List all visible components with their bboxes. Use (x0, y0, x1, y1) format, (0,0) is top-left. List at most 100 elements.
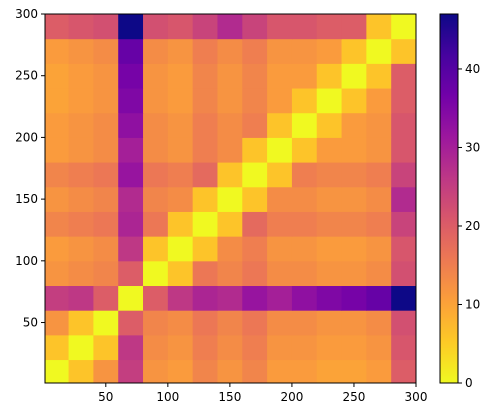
heatmap-cell (192, 334, 218, 361)
heatmap-cell (366, 63, 392, 89)
heatmap-cell (93, 260, 119, 287)
heatmap-cell (93, 186, 119, 212)
heatmap-cell (242, 285, 268, 311)
heatmap-cell (143, 334, 169, 361)
heatmap-cell (118, 63, 144, 89)
heatmap-cell (391, 63, 416, 89)
heatmap-cell (267, 236, 293, 262)
heatmap-cell (118, 162, 144, 188)
heatmap-cell (341, 211, 367, 237)
heatmap-cell (45, 38, 70, 64)
heatmap-cell (366, 211, 392, 237)
x-tick-label: 300 (405, 390, 428, 404)
colorbar-tick-label: 40 (465, 62, 480, 76)
heatmap-cell (291, 359, 318, 383)
heatmap-cell (267, 88, 293, 114)
heatmap-cell (143, 14, 169, 40)
heatmap-cell (291, 38, 318, 64)
heatmap-cell (341, 285, 367, 311)
heatmap-cell (267, 162, 293, 188)
heatmap-cell (217, 38, 243, 64)
heatmap-cell (217, 162, 243, 188)
heatmap-cell (68, 359, 94, 383)
heatmap-cell (167, 112, 194, 138)
heatmap-cell (45, 260, 70, 287)
heatmap-cell (93, 285, 119, 311)
heatmap-cell (143, 63, 169, 89)
heatmap-cell (118, 112, 144, 138)
heatmap-cell (167, 260, 194, 287)
heatmap-cell (118, 310, 144, 336)
heatmap-cell (192, 260, 218, 287)
heatmap-cell (242, 186, 268, 212)
heatmap-cell (45, 236, 70, 262)
heatmap-cell (391, 359, 416, 383)
heatmap-cell (93, 236, 119, 262)
heatmap-cell (267, 14, 293, 40)
heatmap-cell (93, 359, 119, 383)
heatmap-cell (93, 211, 119, 237)
heatmap-cell (341, 14, 367, 40)
heatmap-cell (341, 359, 367, 383)
heatmap-cell (45, 285, 70, 311)
heatmap-cell (118, 359, 144, 383)
heatmap-cell (242, 137, 268, 163)
heatmap-cell (267, 334, 293, 361)
heatmap-cell (167, 310, 194, 336)
heatmap-cell (267, 211, 293, 237)
heatmap-cell (192, 359, 218, 383)
colorbar (439, 13, 459, 384)
heatmap-cell (341, 334, 367, 361)
heatmap-cell (267, 260, 293, 287)
x-tick-label: 150 (218, 390, 241, 404)
colorbar-tick-label: 0 (465, 376, 473, 390)
heatmap-cell (291, 186, 318, 212)
heatmap-cell (68, 162, 94, 188)
heatmap-cell (366, 162, 392, 188)
heatmap-cell (291, 310, 318, 336)
heatmap-cell (341, 38, 367, 64)
heatmap-cell (291, 260, 318, 287)
heatmap-cell (167, 38, 194, 64)
y-tick-label: 150 (15, 192, 38, 206)
heatmap-cell (93, 137, 119, 163)
heatmap-cell (192, 162, 218, 188)
heatmap-cell (118, 260, 144, 287)
heatmap-cell (192, 236, 218, 262)
heatmap-cell (143, 310, 169, 336)
heatmap-cell (366, 14, 392, 40)
heatmap-cell (291, 236, 318, 262)
heatmap-cell (391, 310, 416, 336)
heatmap-cell (366, 186, 392, 212)
heatmap-cell (267, 38, 293, 64)
heatmap-cell (192, 14, 218, 40)
heatmap-cell (391, 137, 416, 163)
heatmap-cell (291, 334, 318, 361)
heatmap-cell (118, 186, 144, 212)
heatmap-cell (316, 359, 343, 383)
heatmap-cell (366, 236, 392, 262)
heatmap-cell (217, 137, 243, 163)
heatmap-cell (242, 359, 268, 383)
heatmap-cell (217, 334, 243, 361)
heatmap-cell (242, 236, 268, 262)
heatmap-cell (68, 285, 94, 311)
heatmap-cell (217, 260, 243, 287)
heatmap-cell (167, 162, 194, 188)
heatmap-cell (118, 137, 144, 163)
heatmap-cell (391, 186, 416, 212)
heatmap-cell (93, 112, 119, 138)
heatmap-cell (267, 63, 293, 89)
heatmap-cell (341, 310, 367, 336)
heatmap-cell (291, 211, 318, 237)
heatmap-cell (267, 112, 293, 138)
heatmap-cell (217, 186, 243, 212)
heatmap-cell (316, 88, 343, 114)
x-tick-label: 250 (343, 390, 366, 404)
y-tick-label: 100 (15, 254, 38, 268)
heatmap-cell (391, 334, 416, 361)
heatmap-cell (93, 63, 119, 89)
heatmap-cell (68, 137, 94, 163)
heatmap-cell (143, 38, 169, 64)
colorbar-tick-label: 30 (465, 140, 480, 154)
